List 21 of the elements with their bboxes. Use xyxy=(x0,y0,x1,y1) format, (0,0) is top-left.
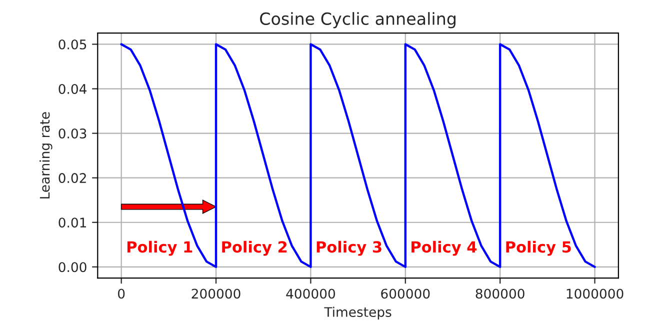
x-axis-title: Timesteps xyxy=(324,306,392,320)
annotation: Policy 1 xyxy=(127,240,192,256)
x-tick-label: 600000 xyxy=(381,288,430,299)
y-tick-label: 0.01 xyxy=(58,218,86,228)
x-tick-label: 0 xyxy=(118,288,125,299)
x-tick-label: 200000 xyxy=(192,288,240,299)
chart-title: Cosine Cyclic annealing xyxy=(260,12,456,28)
annotation: Policy 2 xyxy=(222,240,287,256)
y-axis-title: Learning rate xyxy=(40,112,52,198)
y-tick-label: 0.03 xyxy=(58,128,86,139)
x-tick-label: 400000 xyxy=(286,288,336,299)
x-tick-label: 1000000 xyxy=(566,288,624,299)
y-tick-label: 0.00 xyxy=(58,262,86,272)
y-tick-label: 0.04 xyxy=(58,84,86,94)
annotation: Policy 5 xyxy=(506,240,571,256)
annotation: Policy 4 xyxy=(412,240,477,256)
x-tick-label: 800000 xyxy=(476,288,524,299)
y-tick-label: 0.05 xyxy=(58,39,86,50)
y-tick-label: 0.02 xyxy=(58,173,86,184)
line-series xyxy=(120,43,596,268)
annotation: Policy 3 xyxy=(316,240,382,256)
